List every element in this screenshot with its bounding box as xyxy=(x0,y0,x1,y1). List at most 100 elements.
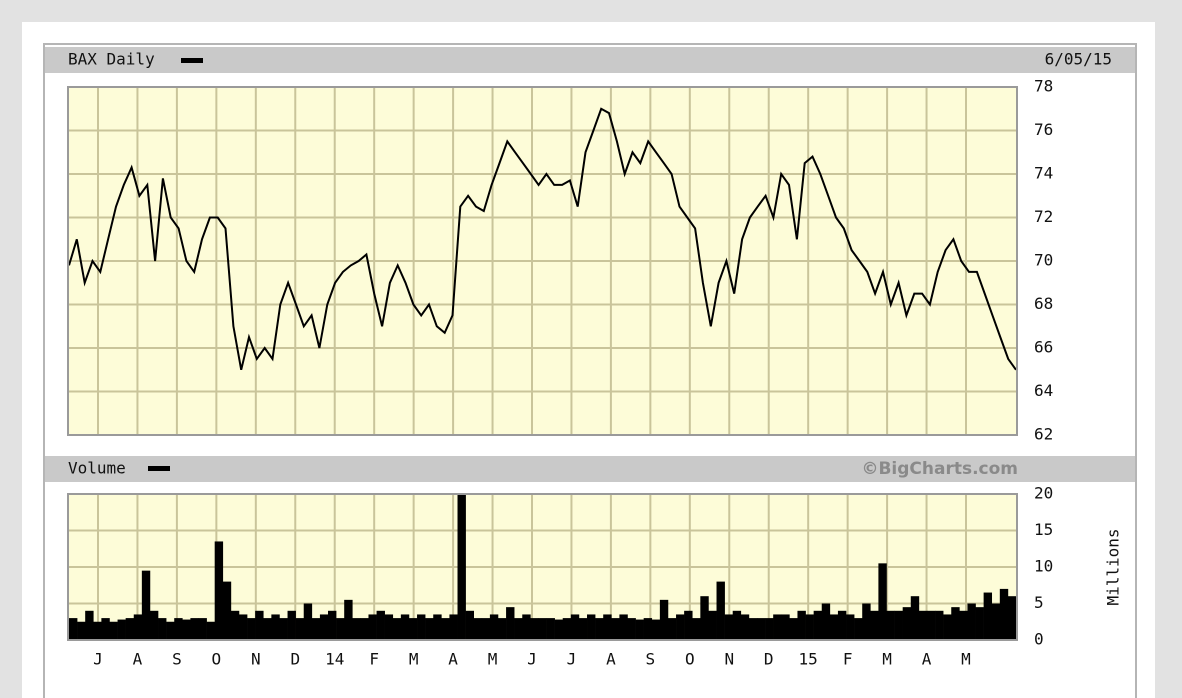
x-tick-label: M xyxy=(409,650,419,669)
volume-bar xyxy=(198,618,207,640)
volume-bar xyxy=(295,618,305,640)
volume-bar xyxy=(514,618,523,640)
volume-bar xyxy=(999,588,1009,640)
volume-bar xyxy=(182,619,191,640)
price-header xyxy=(45,47,1135,73)
volume-bar xyxy=(805,614,814,640)
volume-bar xyxy=(862,603,871,640)
volume-bar xyxy=(141,570,151,640)
volume-bar xyxy=(344,599,353,640)
volume-header xyxy=(45,456,1135,482)
y-tick-label: 68 xyxy=(1034,294,1053,313)
volume-bar xyxy=(967,603,976,640)
volume-bar xyxy=(732,610,742,640)
price-line xyxy=(68,107,1017,371)
volume-bar xyxy=(287,610,296,640)
x-tick-label: D xyxy=(290,650,300,669)
volume-bar xyxy=(562,618,572,640)
volume-bar xyxy=(441,618,450,640)
volume-bar xyxy=(554,619,564,640)
volume-bar xyxy=(457,494,466,640)
x-tick-label: J xyxy=(567,650,577,669)
x-tick-label: J xyxy=(93,650,103,669)
volume-bar xyxy=(238,614,248,640)
legend-swatch xyxy=(148,466,170,471)
volume-bar xyxy=(497,618,507,640)
plot-border xyxy=(67,86,1018,436)
y-tick-label: 74 xyxy=(1034,164,1053,183)
volume-bar xyxy=(943,614,952,640)
volume-bar xyxy=(214,541,224,640)
y-tick-label: 70 xyxy=(1034,251,1053,270)
volume-bar xyxy=(400,614,410,640)
volume-bar xyxy=(870,610,879,640)
source: ©BigCharts.com xyxy=(861,459,1018,479)
x-tick-label: M xyxy=(882,650,892,669)
volume-bar xyxy=(926,610,936,640)
volume-bar xyxy=(789,618,798,640)
y-tick-label: 62 xyxy=(1034,425,1053,444)
volume-bar xyxy=(473,618,483,640)
volume-bar xyxy=(797,610,806,640)
volume-bar xyxy=(570,614,580,640)
volume-bar xyxy=(991,603,1001,640)
volume-bar xyxy=(149,610,159,640)
volume-bar xyxy=(230,610,240,640)
volume-bar xyxy=(117,619,126,640)
volume-bar xyxy=(546,618,555,640)
x-tick-label: 14 xyxy=(325,650,344,669)
y-tick-label: 10 xyxy=(1034,557,1053,576)
volume-bar xyxy=(538,618,547,640)
volume-bar xyxy=(408,618,418,640)
volume-bar xyxy=(133,614,143,640)
volume-bar xyxy=(765,618,774,640)
volume-bar xyxy=(206,621,215,640)
volume-bar xyxy=(878,563,887,640)
volume-bar xyxy=(659,599,669,640)
volume-bar xyxy=(935,610,944,640)
x-tick-label: S xyxy=(172,650,182,669)
volume-bar xyxy=(190,618,199,640)
y-tick-label: 78 xyxy=(1034,77,1053,96)
x-tick-label: D xyxy=(764,650,774,669)
volume-bar xyxy=(643,618,653,640)
volume-bar xyxy=(336,618,345,640)
volume-bar xyxy=(846,614,855,640)
volume-bar xyxy=(611,618,620,640)
y-tick-label: 64 xyxy=(1034,381,1053,400)
y-tick-label: 72 xyxy=(1034,207,1053,226)
volume-bar xyxy=(651,619,661,640)
volume-bar xyxy=(1007,596,1017,640)
volume-bar xyxy=(85,610,94,640)
volume-bar xyxy=(708,610,717,640)
volume-bar xyxy=(627,618,636,640)
volume-bar xyxy=(829,614,839,640)
volume-bar xyxy=(522,614,531,640)
volume-bar xyxy=(125,618,135,640)
volume-bar xyxy=(158,618,167,640)
volume-bar xyxy=(854,618,863,640)
y-axis-label: Millions xyxy=(1104,528,1123,605)
volume-bar xyxy=(692,618,701,640)
volume-bar xyxy=(77,621,86,640)
volume-bar xyxy=(821,603,831,640)
volume-bar xyxy=(109,621,118,640)
volume-bar xyxy=(635,619,644,640)
volume-bar xyxy=(174,618,183,640)
volume-bar xyxy=(166,621,175,640)
volume-bar xyxy=(667,618,677,640)
volume-bar xyxy=(417,614,426,640)
x-tick-label: M xyxy=(488,650,498,669)
x-tick-label: A xyxy=(922,650,932,669)
volume-bar xyxy=(222,581,232,640)
volume-bar xyxy=(724,614,734,640)
volume-bar xyxy=(433,614,442,640)
volume-bar xyxy=(481,618,491,640)
chart-title: BAX Daily xyxy=(68,50,155,69)
volume-bar xyxy=(603,614,612,640)
volume-bar xyxy=(959,610,968,640)
volume-bar xyxy=(368,614,377,640)
volume-bar xyxy=(263,618,272,640)
volume-bar xyxy=(360,618,369,640)
